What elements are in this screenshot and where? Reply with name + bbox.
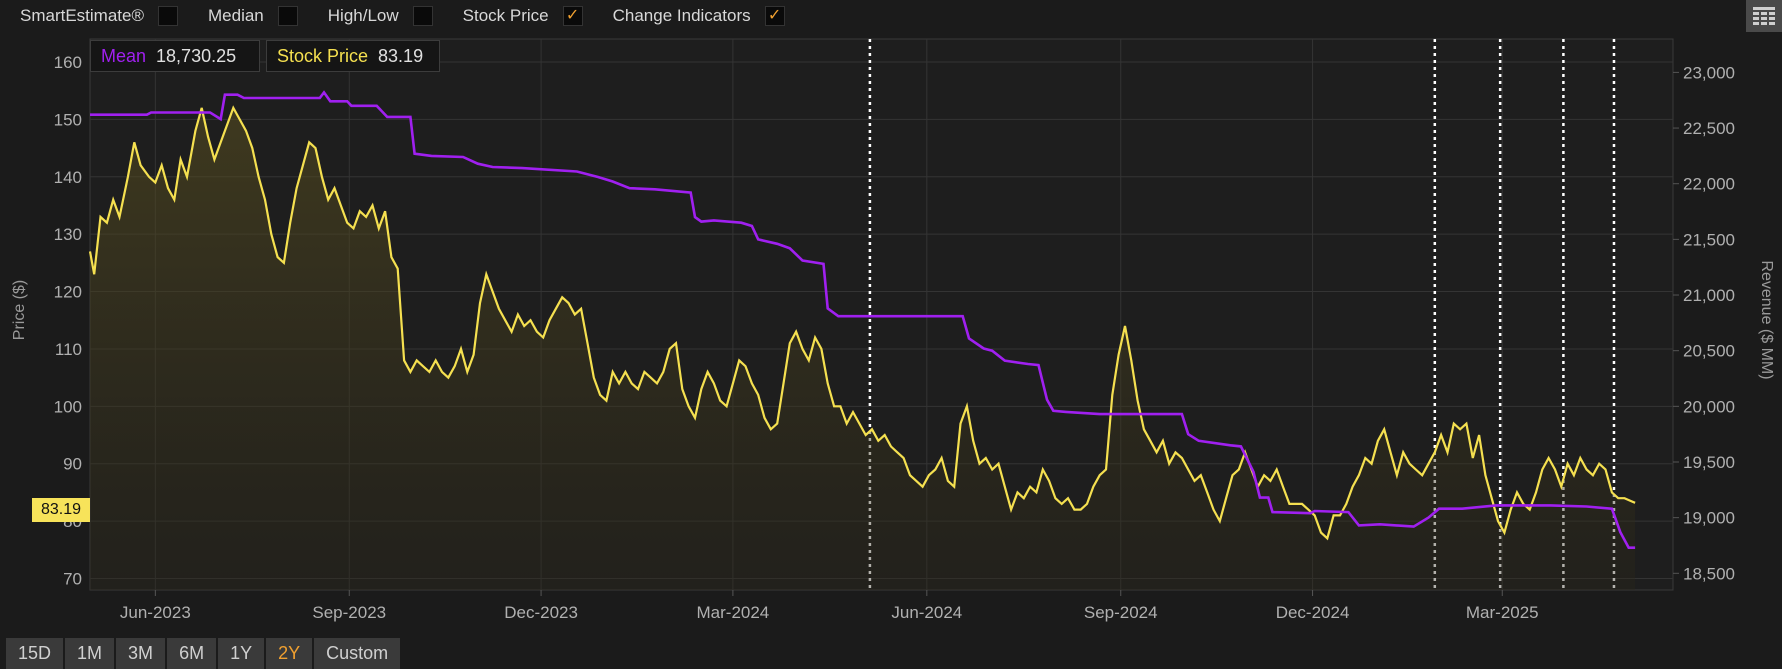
- toggle-high-low[interactable]: High/Low: [328, 6, 443, 26]
- right-tick-label: 22,000: [1683, 175, 1735, 194]
- x-tick-label: Sep-2023: [312, 603, 386, 622]
- x-tick-label: Dec-2024: [1276, 603, 1350, 622]
- right-tick-label: 20,500: [1683, 342, 1735, 361]
- right-tick-label: 19,500: [1683, 453, 1735, 472]
- left-tick-label: 70: [63, 570, 82, 589]
- toggle-stock-price-checkbox[interactable]: ✓: [562, 6, 583, 26]
- toggle-change-indicators-label: Change Indicators: [612, 6, 751, 25]
- toggle-smartestimate-checkbox[interactable]: [158, 6, 178, 26]
- left-axis-label: Price ($): [11, 280, 28, 340]
- price-legend-value: 83.19: [378, 45, 424, 66]
- right-axis-label: Revenue ($ MM): [1758, 260, 1775, 379]
- right-tick-label: 18,500: [1683, 564, 1735, 583]
- toggle-change-indicators-checkbox[interactable]: ✓: [764, 6, 785, 26]
- x-tick-label: Dec-2023: [504, 603, 578, 622]
- grid-menu-button[interactable]: [1746, 0, 1782, 32]
- range-6m-button[interactable]: 6M: [167, 638, 217, 669]
- x-tick-label: Jun-2023: [120, 603, 191, 622]
- right-tick-label: 21,500: [1683, 230, 1735, 249]
- left-tick-label: 160: [54, 53, 82, 72]
- mean-legend: Mean 18,730.25: [90, 40, 260, 72]
- left-axis-ticks: 708090100110120130140150160: [54, 53, 82, 589]
- toggle-stock-price[interactable]: Stock Price ✓: [463, 6, 593, 26]
- right-tick-label: 19,000: [1683, 509, 1735, 528]
- toggle-median-label: Median: [208, 6, 264, 25]
- right-tick-label: 20,000: [1683, 397, 1735, 416]
- stock-price-area: [90, 107, 1636, 591]
- left-tick-label: 110: [55, 340, 82, 359]
- stock-price-line: [88, 105, 1636, 541]
- left-tick-label: 150: [54, 110, 82, 129]
- left-tick-label: 130: [54, 225, 82, 244]
- range-1m-button[interactable]: 1M: [65, 638, 115, 669]
- mean-legend-value: 18,730.25: [156, 45, 237, 66]
- x-tick-label: Sep-2024: [1084, 603, 1158, 622]
- x-axis-ticks: Jun-2023 Sep-2023 Dec-2023 Mar-2024 Jun-2024…: [120, 590, 1539, 622]
- range-custom-button[interactable]: Custom: [314, 638, 401, 669]
- left-tick-label: 140: [54, 168, 82, 187]
- left-tick-label: 90: [63, 455, 82, 474]
- current-price-tag: 83.19: [32, 498, 90, 522]
- range-selector: 15D 1M 3M 6M 1Y 2Y Custom: [6, 638, 402, 669]
- chart-toolbar: SmartEstimate® Median High/Low Stock Pri…: [0, 0, 1782, 32]
- toggle-high-low-label: High/Low: [327, 6, 399, 25]
- toggle-smartestimate[interactable]: SmartEstimate®: [20, 6, 188, 26]
- toggle-stock-price-label: Stock Price: [462, 6, 549, 25]
- right-tick-label: 21,000: [1683, 286, 1735, 305]
- right-tick-label: 23,000: [1683, 63, 1735, 82]
- right-tick-label: 22,500: [1683, 119, 1735, 138]
- range-1y-button[interactable]: 1Y: [218, 638, 265, 669]
- mean-legend-label: Mean: [101, 45, 147, 66]
- range-3m-button[interactable]: 3M: [116, 638, 166, 669]
- toggle-smartestimate-label: SmartEstimate®: [20, 6, 144, 25]
- x-tick-label: Jun-2024: [891, 603, 962, 622]
- left-tick-label: 100: [54, 397, 82, 416]
- mean-estimate-line: [90, 90, 1636, 549]
- left-tick-label: 120: [54, 283, 82, 302]
- right-axis-ticks: 18,500 19,000 19,500 20,000 20,500 21,000 21,5…: [1673, 63, 1735, 583]
- price-legend: Stock Price 83.19: [266, 40, 440, 72]
- x-tick-label: Mar-2024: [697, 603, 770, 622]
- change-indicators: [868, 39, 1616, 590]
- range-2y-button[interactable]: 2Y: [266, 638, 313, 669]
- toggle-high-low-checkbox[interactable]: [412, 6, 433, 26]
- x-tick-label: Mar-2025: [1466, 603, 1539, 622]
- price-legend-label: Stock Price: [277, 45, 369, 66]
- toggle-median[interactable]: Median: [208, 6, 308, 26]
- grid-menu-icon: [1753, 7, 1775, 25]
- range-15d-button[interactable]: 15D: [6, 638, 64, 669]
- toggle-median-checkbox[interactable]: [277, 6, 298, 26]
- toggle-change-indicators[interactable]: Change Indicators ✓: [613, 6, 795, 26]
